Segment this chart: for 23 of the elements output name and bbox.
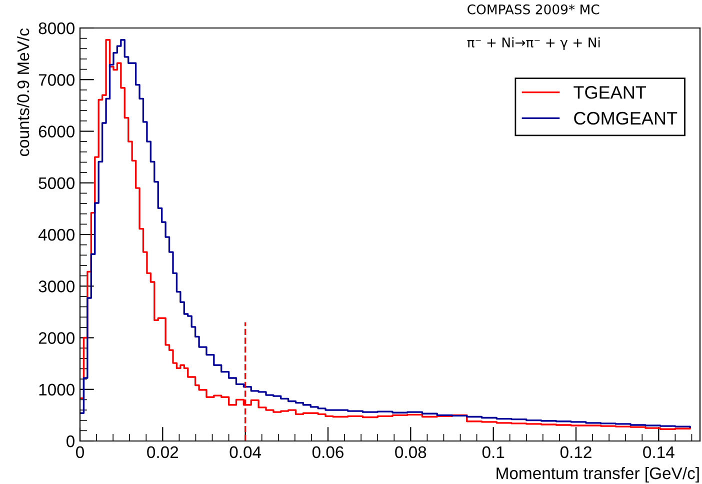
y-tick-label: 6000: [38, 126, 74, 138]
text: COMPASS 2009* MC: [468, 4, 600, 14]
x-tick-label: 0.1: [482, 446, 504, 458]
y-tick-label: 0: [66, 435, 74, 448]
y-tick-label: 7000: [38, 74, 74, 86]
y-tick-label: 2000: [38, 332, 74, 344]
y-tick-label: 4000: [38, 228, 74, 241]
y-axis-title: counts/0.9 MeV/c: [16, 28, 30, 156]
x-tick-label: 0.06: [312, 446, 344, 458]
x-tick-label: 0.12: [560, 446, 592, 458]
x-tick-label: 0.02: [147, 446, 178, 458]
annotation: π⁻ + Ni→π⁻ + γ + Ni: [467, 37, 600, 50]
legend-label: TGEANT: [574, 86, 646, 99]
x-tick-label: 0: [76, 446, 84, 458]
x-tick-label: 0.14: [643, 446, 674, 458]
legend-label: COMGEANT: [574, 112, 678, 125]
y-tick-label: 5000: [38, 177, 74, 190]
x-tick-label: 0.08: [395, 446, 426, 458]
y-tick-label: 3000: [38, 280, 74, 292]
x-tick-label: 0.04: [230, 446, 262, 458]
y-tick-label: 1000: [39, 384, 74, 396]
y-tick-label: 8000: [38, 22, 74, 34]
x-axis-title: Momentum transfer [GeV/c]: [496, 466, 699, 482]
